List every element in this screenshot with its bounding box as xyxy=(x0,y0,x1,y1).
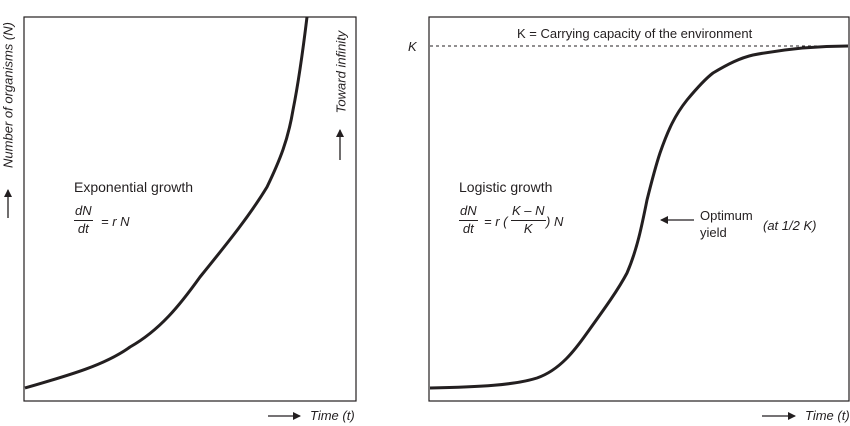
left-plot-frame xyxy=(23,16,357,402)
formula-denominator: dt xyxy=(462,220,474,236)
right-x-axis-label: Time (t) xyxy=(805,408,850,423)
carrying-capacity-caption: K = Carrying capacity of the environment xyxy=(517,26,753,41)
formula-denominator: dt xyxy=(77,220,89,236)
optimum-note: (at 1/2 K) xyxy=(763,218,817,233)
logistic-inner-fraction: K – N K xyxy=(511,203,546,237)
toward-infinity-label: Toward infinity xyxy=(333,30,349,114)
optimum-label-line1: Optimum xyxy=(700,208,753,223)
left-x-axis-label: Time (t) xyxy=(310,408,355,423)
logistic-formula-tail: ) N xyxy=(546,214,564,229)
exponential-formula-fraction: dN dt xyxy=(74,203,93,237)
exponential-title: Exponential growth xyxy=(74,179,194,195)
y-axis-label: Number of organisms (N) xyxy=(0,22,16,168)
exponential-curve xyxy=(24,16,309,390)
optimum-label-line2: yield xyxy=(700,225,727,240)
logistic-title: Logistic growth xyxy=(459,179,553,195)
logistic-formula-fraction: dN dt xyxy=(459,203,478,237)
logistic-curve xyxy=(429,44,849,390)
inner-numerator: K – N xyxy=(511,203,546,221)
formula-numerator: dN xyxy=(74,203,93,221)
logistic-formula-eq: = r ( xyxy=(484,214,508,229)
exponential-formula-rhs: = r N xyxy=(101,214,130,229)
right-plot-frame xyxy=(428,16,850,402)
inner-denominator: K xyxy=(523,220,533,236)
formula-numerator: dN xyxy=(459,203,478,221)
k-axis-label: K xyxy=(408,39,417,54)
